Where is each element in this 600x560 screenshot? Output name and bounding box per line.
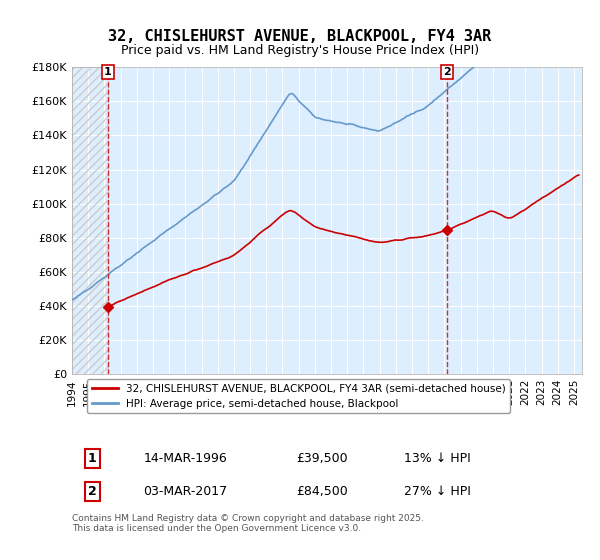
Legend: 32, CHISLEHURST AVENUE, BLACKPOOL, FY4 3AR (semi-detached house), HPI: Average p: 32, CHISLEHURST AVENUE, BLACKPOOL, FY4 3… bbox=[88, 379, 510, 413]
Text: £39,500: £39,500 bbox=[296, 452, 348, 465]
Text: 1: 1 bbox=[88, 452, 97, 465]
Text: £84,500: £84,500 bbox=[296, 485, 348, 498]
Text: 2: 2 bbox=[88, 485, 97, 498]
Text: 27% ↓ HPI: 27% ↓ HPI bbox=[404, 485, 470, 498]
Text: 2: 2 bbox=[443, 67, 451, 77]
Bar bbox=[72, 67, 107, 374]
Text: 1: 1 bbox=[104, 67, 112, 77]
Text: Contains HM Land Registry data © Crown copyright and database right 2025.
This d: Contains HM Land Registry data © Crown c… bbox=[72, 514, 424, 533]
Text: Price paid vs. HM Land Registry's House Price Index (HPI): Price paid vs. HM Land Registry's House … bbox=[121, 44, 479, 57]
Text: 13% ↓ HPI: 13% ↓ HPI bbox=[404, 452, 470, 465]
Text: 14-MAR-1996: 14-MAR-1996 bbox=[143, 452, 227, 465]
Text: 03-MAR-2017: 03-MAR-2017 bbox=[143, 485, 227, 498]
Text: 32, CHISLEHURST AVENUE, BLACKPOOL, FY4 3AR: 32, CHISLEHURST AVENUE, BLACKPOOL, FY4 3… bbox=[109, 29, 491, 44]
